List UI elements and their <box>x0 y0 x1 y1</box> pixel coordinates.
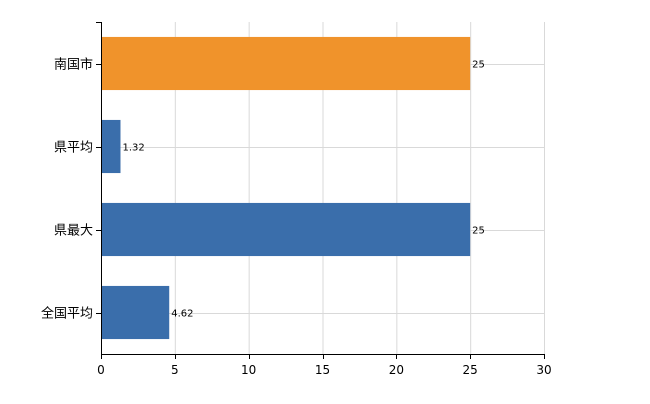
data-label-2: 25 <box>472 226 485 237</box>
labels: 25 南国市 1.32 県平均 25 県最大 4.62 全国平均 0 5 10 15 20 25 30 <box>41 57 552 378</box>
axes <box>96 22 545 359</box>
data-label-3: 4.62 <box>171 309 193 320</box>
x-tick-label-0: 0 <box>97 363 105 377</box>
bar-2 <box>101 202 471 257</box>
data-label-0: 25 <box>472 60 485 71</box>
x-tick-label-10: 10 <box>241 363 256 377</box>
data-label-1: 1.32 <box>122 143 144 154</box>
x-tick-label-20: 20 <box>389 363 404 377</box>
bar-0 <box>101 36 471 91</box>
bars <box>101 36 471 340</box>
category-label-3: 全国平均 <box>41 306 93 322</box>
x-tick-label-5: 5 <box>171 363 179 377</box>
x-tick-label-30: 30 <box>536 363 551 377</box>
bar-1 <box>101 119 121 174</box>
category-label-1: 県平均 <box>54 141 93 156</box>
bar-3 <box>101 285 170 340</box>
category-label-0: 南国市 <box>54 57 93 73</box>
category-label-2: 県最大 <box>54 224 93 239</box>
x-tick-label-25: 25 <box>463 363 478 377</box>
x-tick-label-15: 15 <box>315 363 330 377</box>
